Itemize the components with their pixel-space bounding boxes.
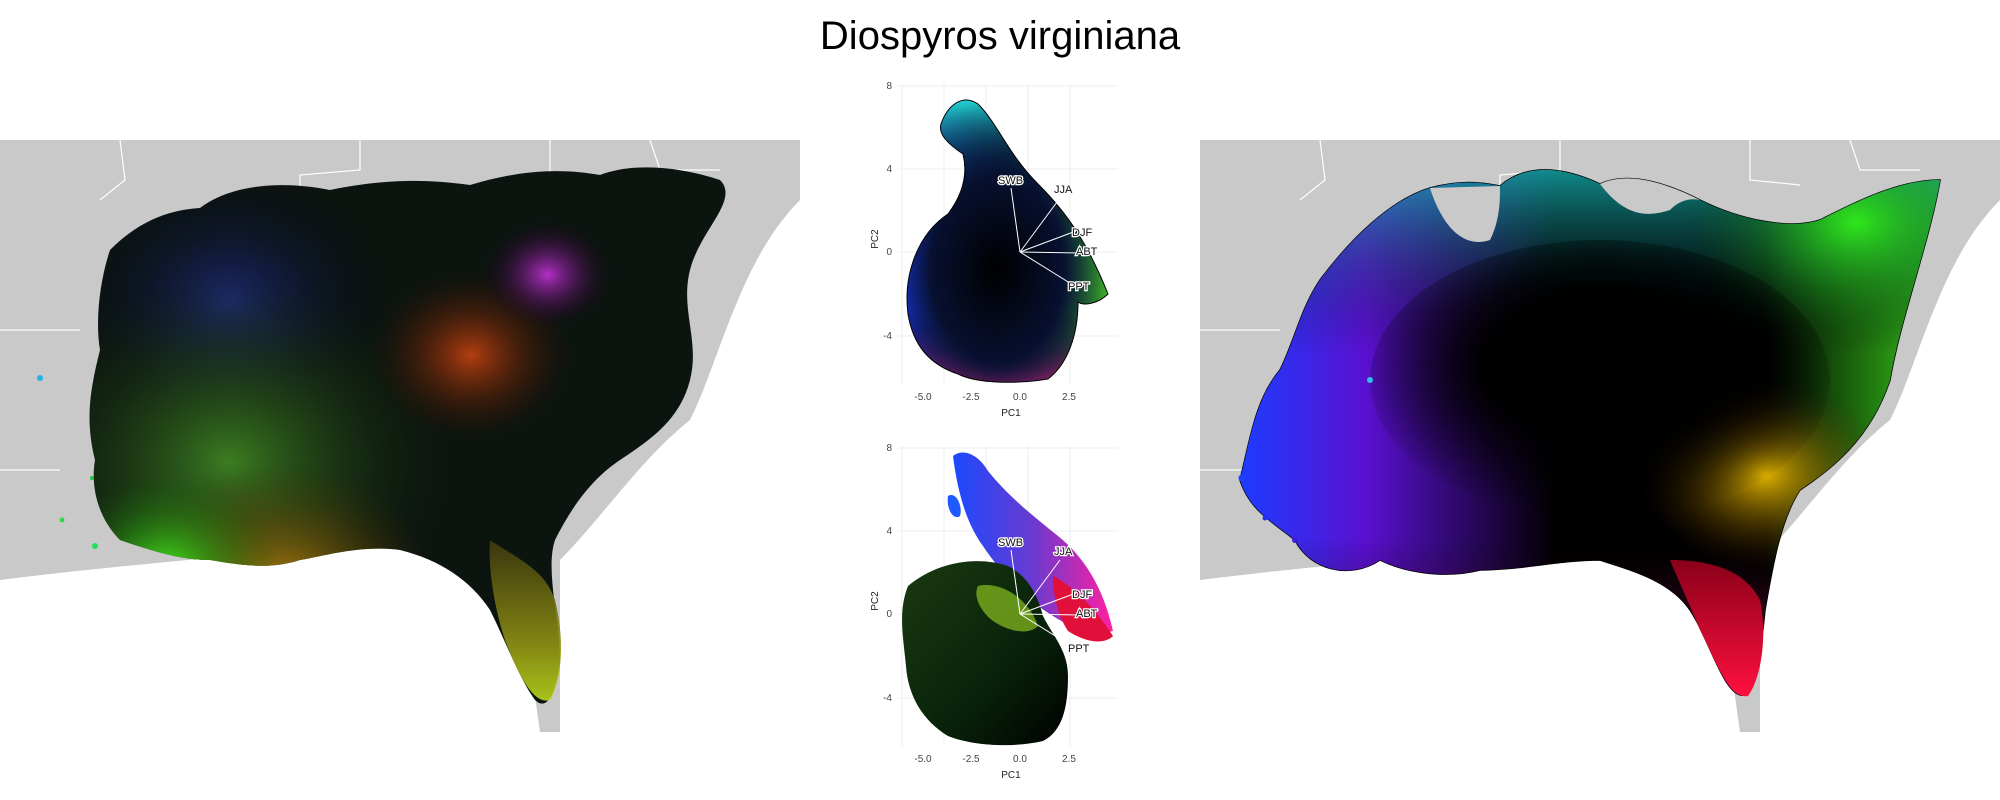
y-tick: -4 xyxy=(883,331,892,342)
outlier-point xyxy=(92,543,98,549)
pca-bottom-svg: SWB JJA DJF ABT PPT 8 4 0 -4 -5.0 -2.5 0… xyxy=(870,443,1118,781)
left-map xyxy=(0,139,800,732)
x-tick: 0.0 xyxy=(1013,754,1027,765)
florida-region xyxy=(489,540,562,701)
y-tick: 4 xyxy=(886,526,892,537)
x-tick: -2.5 xyxy=(962,754,980,765)
x-tick: -5.0 xyxy=(914,754,932,765)
y-axis-title: PC2 xyxy=(870,229,881,249)
vector-label-jja: JJA xyxy=(1054,546,1073,558)
y-tick: 8 xyxy=(886,443,892,454)
left-map-panel xyxy=(0,139,800,732)
outlier-point xyxy=(37,375,43,381)
florida-region xyxy=(1670,560,1764,697)
gulf-of-mexico xyxy=(1200,530,1740,732)
pca-plot-bottom: SWB JJA DJF ABT PPT 8 4 0 -4 -5.0 -2.5 0… xyxy=(868,436,1128,792)
pca-vectors xyxy=(1010,187,1081,286)
vector-label-ppt: PPT xyxy=(1068,281,1090,293)
vector-label-swb: SWB xyxy=(998,537,1023,549)
y-tick: 8 xyxy=(886,81,892,92)
pca-plot-top: SWB JJA DJF ABT PPT 8 4 0 -4 -5.0 -2.5 0… xyxy=(868,74,1128,430)
y-tick: -4 xyxy=(883,693,892,704)
vector-label-djf: DJF xyxy=(1072,227,1092,239)
vector-label-djf: DJF xyxy=(1072,589,1092,601)
x-axis-title: PC1 xyxy=(1001,408,1021,419)
x-tick: 2.5 xyxy=(1062,392,1076,403)
range-core xyxy=(1370,240,1830,520)
x-axis-title: PC1 xyxy=(1001,770,1021,781)
vector-label-swb: SWB xyxy=(998,175,1023,187)
pca-top-svg: SWB JJA DJF ABT PPT 8 4 0 -4 -5.0 -2.5 0… xyxy=(870,81,1118,419)
outlier-point xyxy=(1262,515,1268,521)
y-tick: 4 xyxy=(886,164,892,175)
outlier-point xyxy=(59,517,65,523)
vector-label-abt: ABT xyxy=(1076,608,1098,620)
gulf-of-mexico xyxy=(0,530,540,732)
x-tick: -2.5 xyxy=(962,392,980,403)
outlier-point xyxy=(1367,377,1373,383)
atlantic-ocean xyxy=(560,200,800,732)
outlier-point xyxy=(90,476,94,480)
y-axis-title: PC2 xyxy=(870,591,881,611)
figure-title: Diospyros virginiana xyxy=(819,14,1181,58)
y-tick: 0 xyxy=(886,247,892,258)
pca-bottom-upper-cloud xyxy=(953,452,1113,633)
vector-label-ppt: PPT xyxy=(1068,643,1090,655)
atlantic-ocean xyxy=(1760,200,2000,732)
x-tick: 2.5 xyxy=(1062,754,1076,765)
vector-label-jja: JJA xyxy=(1054,184,1073,196)
right-map xyxy=(1200,139,2000,732)
y-tick: 0 xyxy=(886,609,892,620)
pca-vectors xyxy=(1010,549,1081,648)
outlier-point xyxy=(1292,537,1298,543)
outlier-point xyxy=(1238,474,1246,482)
x-tick: 0.0 xyxy=(1013,392,1027,403)
x-tick: -5.0 xyxy=(914,392,932,403)
vector-label-abt: ABT xyxy=(1076,246,1098,258)
right-map-panel xyxy=(1200,139,2000,732)
